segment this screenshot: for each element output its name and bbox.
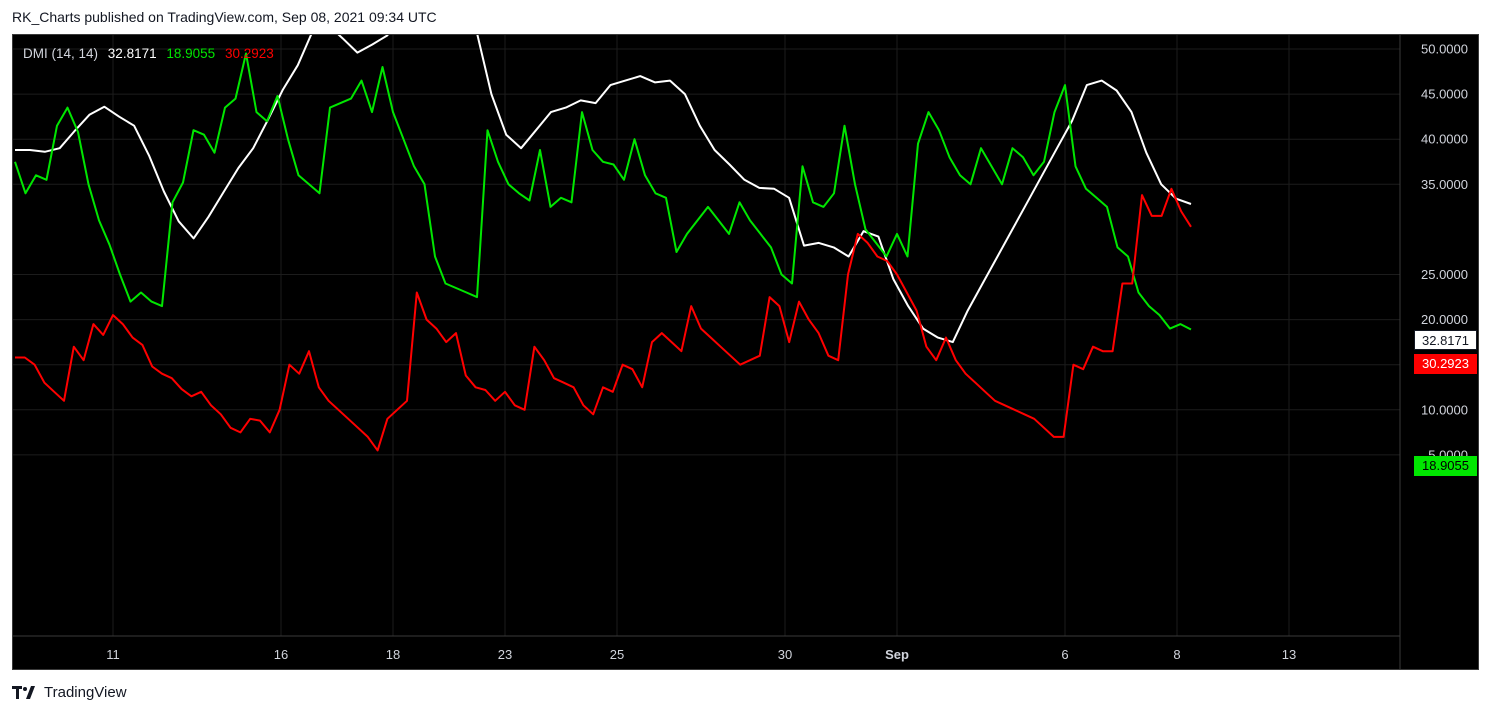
tradingview-logo-icon	[12, 686, 35, 699]
y-tick-label: 25.0000	[1421, 267, 1468, 282]
y-tick-label: 20.0000	[1421, 312, 1468, 327]
y-tick-label: 45.0000	[1421, 87, 1468, 102]
publish-header: RK_Charts published on TradingView.com, …	[12, 9, 437, 25]
plus-di-last-value-tag: 18.9055	[1414, 456, 1477, 476]
y-tick-label: 50.0000	[1421, 42, 1468, 57]
indicator-legend[interactable]: DMI (14, 14) 32.8171 18.9055 30.2923	[23, 46, 280, 61]
x-tick-label: 25	[610, 647, 624, 662]
legend-adx-value: 32.8171	[107, 46, 157, 61]
x-tick-label: 11	[106, 647, 120, 662]
dmi-chart[interactable]: 65.000060.000055.000050.000045.000040.00…	[13, 35, 1478, 669]
x-tick-label: Sep	[885, 647, 909, 662]
x-tick-label: 8	[1173, 647, 1180, 662]
y-tick-label: 40.0000	[1421, 132, 1468, 147]
tradingview-brand: TradingView	[44, 684, 127, 701]
minus-di-line	[15, 187, 1192, 452]
x-tick-label: 16	[274, 647, 288, 662]
x-tick-label: 23	[498, 647, 512, 662]
chart-panel[interactable]: 65.000060.000055.000050.000045.000040.00…	[12, 34, 1479, 670]
x-tick-label: 30	[778, 647, 792, 662]
x-tick-label: 6	[1061, 647, 1068, 662]
legend-indicator-name: DMI (14, 14)	[23, 46, 99, 61]
tradingview-footer[interactable]: TradingView	[12, 684, 127, 701]
adx-line	[15, 35, 1192, 344]
x-tick-label: 18	[386, 647, 400, 662]
y-tick-label: 10.0000	[1421, 402, 1468, 417]
plus-di-line	[14, 52, 1192, 331]
y-tick-label: 35.0000	[1421, 177, 1468, 192]
x-tick-label: 13	[1282, 647, 1296, 662]
legend-plus-di-value: 18.9055	[166, 46, 216, 61]
legend-minus-di-value: 30.2923	[224, 46, 274, 61]
adx-last-value-tag: 32.8171	[1414, 330, 1477, 350]
minus-di-last-value-tag: 30.2923	[1414, 354, 1477, 374]
